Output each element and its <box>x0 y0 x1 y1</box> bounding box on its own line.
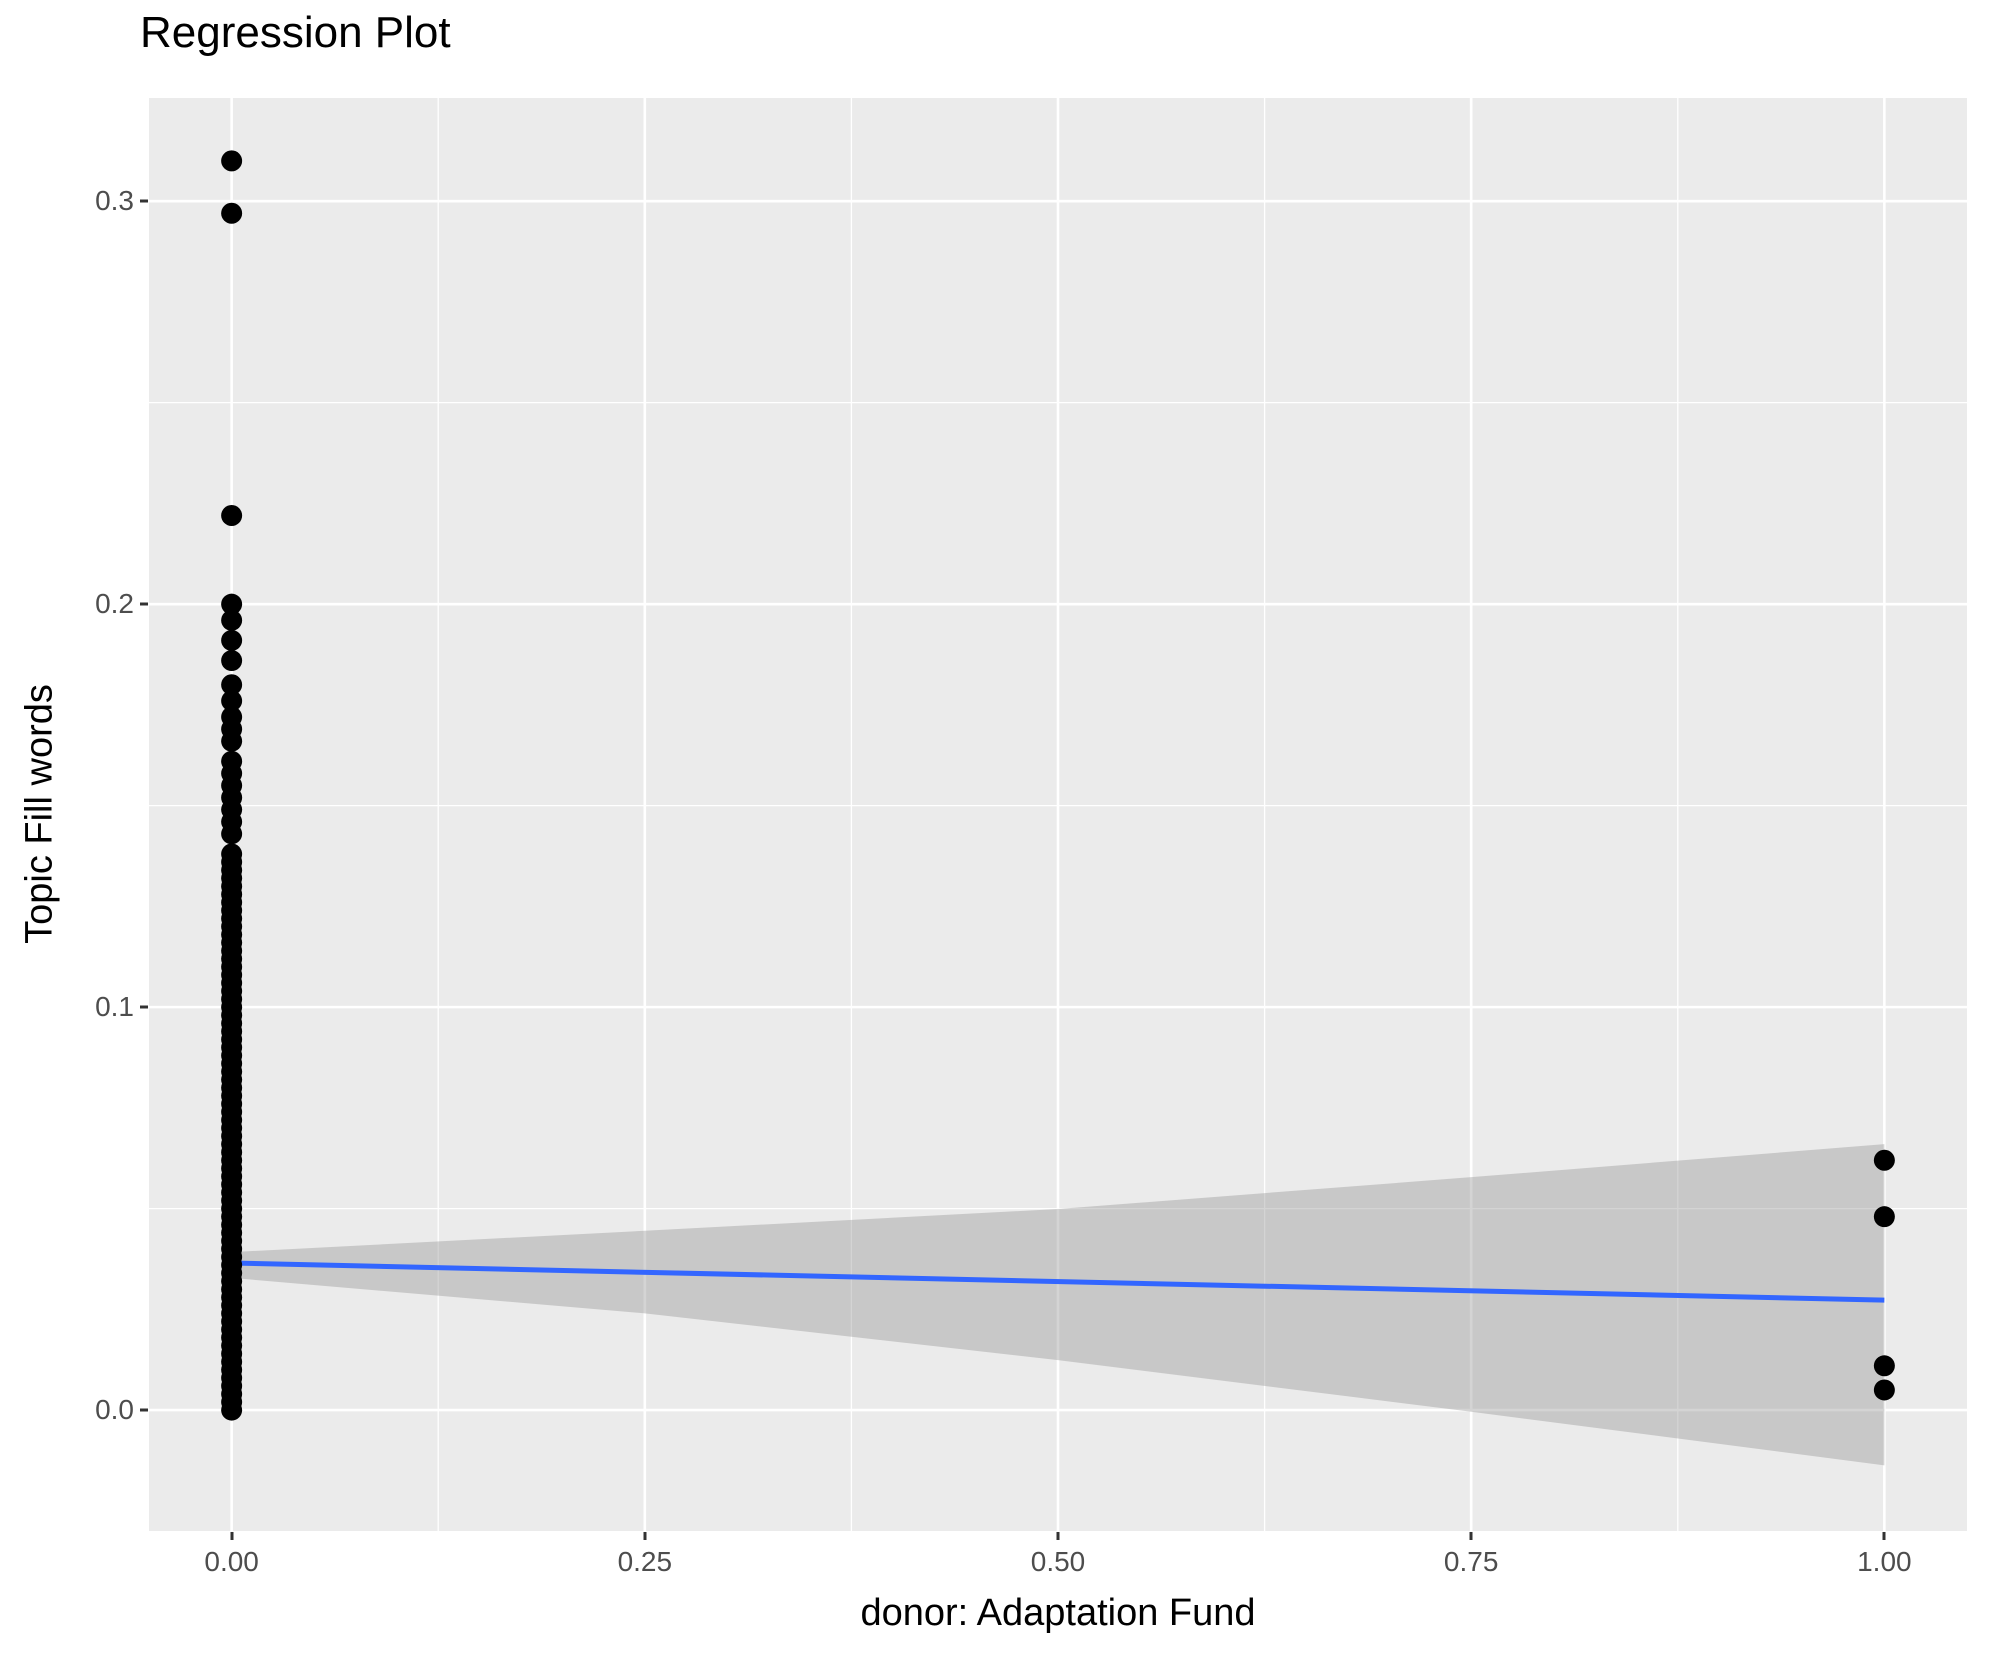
plot-title: Regression Plot <box>140 8 451 57</box>
data-point <box>221 650 243 672</box>
y-tick-mark <box>140 602 148 606</box>
chart-canvas <box>149 98 1967 1531</box>
data-point <box>221 629 243 651</box>
y-tick-label: 0.0 <box>95 1394 134 1426</box>
x-tick-label: 0.25 <box>617 1546 673 1577</box>
y-axis-title: Topic Fill words <box>18 684 61 944</box>
data-point <box>221 730 243 752</box>
x-tick-label: 0.00 <box>204 1546 259 1577</box>
x-tick-mark <box>1882 1532 1886 1540</box>
y-tick-label: 0.1 <box>95 991 134 1023</box>
x-axis-title: donor: Adaptation Fund <box>860 1592 1256 1634</box>
data-point <box>221 823 243 845</box>
x-tick-label: 0.50 <box>1030 1546 1086 1577</box>
data-point <box>221 1399 243 1421</box>
x-tick-mark <box>643 1532 647 1540</box>
x-tick-mark <box>1469 1532 1473 1540</box>
y-tick-label: 0.2 <box>95 588 134 620</box>
x-tick-mark <box>230 1532 234 1540</box>
x-tick-mark <box>1056 1532 1060 1540</box>
data-point <box>221 504 243 526</box>
plot-panel <box>149 98 1967 1531</box>
y-tick-mark <box>140 199 148 203</box>
regression-line <box>231 1260 1885 1303</box>
confidence-band <box>231 1144 1885 1466</box>
data-point <box>1873 1206 1895 1228</box>
y-tick-mark <box>140 1005 148 1009</box>
data-point <box>1873 1379 1895 1401</box>
data-point <box>221 593 243 615</box>
scatter-points <box>1873 1149 1895 1401</box>
data-point <box>221 674 243 696</box>
data-point <box>221 609 243 631</box>
data-point <box>221 202 243 224</box>
x-tick-label: 0.75 <box>1443 1546 1499 1577</box>
x-tick-label: 1.00 <box>1857 1546 1912 1577</box>
gridlines-major <box>149 98 1967 1531</box>
scatter-points <box>221 150 243 1421</box>
data-point <box>221 150 243 172</box>
y-tick-label: 0.3 <box>95 185 134 217</box>
data-point <box>1873 1149 1895 1171</box>
data-point <box>1873 1355 1895 1377</box>
data-point <box>221 690 243 712</box>
y-tick-mark <box>140 1408 148 1412</box>
